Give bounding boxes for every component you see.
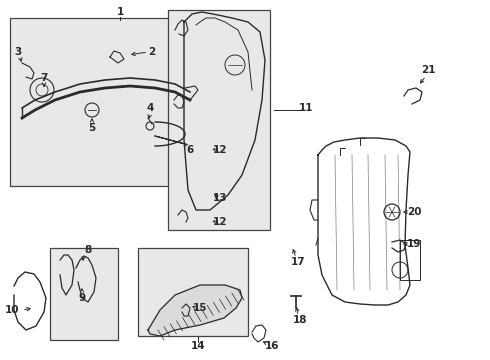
Text: 10: 10 <box>5 305 19 315</box>
Text: 1: 1 <box>117 7 123 17</box>
Text: 8: 8 <box>84 245 92 255</box>
Polygon shape <box>148 285 242 336</box>
Text: 3: 3 <box>14 47 22 57</box>
Bar <box>50 248 118 340</box>
Bar <box>168 10 270 230</box>
Bar <box>10 18 220 186</box>
Text: 4: 4 <box>147 103 154 113</box>
Text: 16: 16 <box>265 341 279 351</box>
Text: 6: 6 <box>186 145 194 155</box>
Text: 20: 20 <box>407 207 421 217</box>
Text: 14: 14 <box>191 341 205 351</box>
Bar <box>138 248 248 336</box>
Text: 19: 19 <box>407 239 421 249</box>
Text: 18: 18 <box>293 315 307 325</box>
Text: 9: 9 <box>78 293 86 303</box>
Text: 15: 15 <box>193 303 207 313</box>
Bar <box>400 240 420 280</box>
Text: 12: 12 <box>213 217 227 227</box>
Text: 17: 17 <box>291 257 305 267</box>
Text: 7: 7 <box>40 73 48 83</box>
Text: 11: 11 <box>299 103 313 113</box>
Text: 21: 21 <box>421 65 435 75</box>
Text: 12: 12 <box>213 145 227 155</box>
Text: 13: 13 <box>213 193 227 203</box>
Text: 5: 5 <box>88 123 96 133</box>
Text: 2: 2 <box>148 47 156 57</box>
